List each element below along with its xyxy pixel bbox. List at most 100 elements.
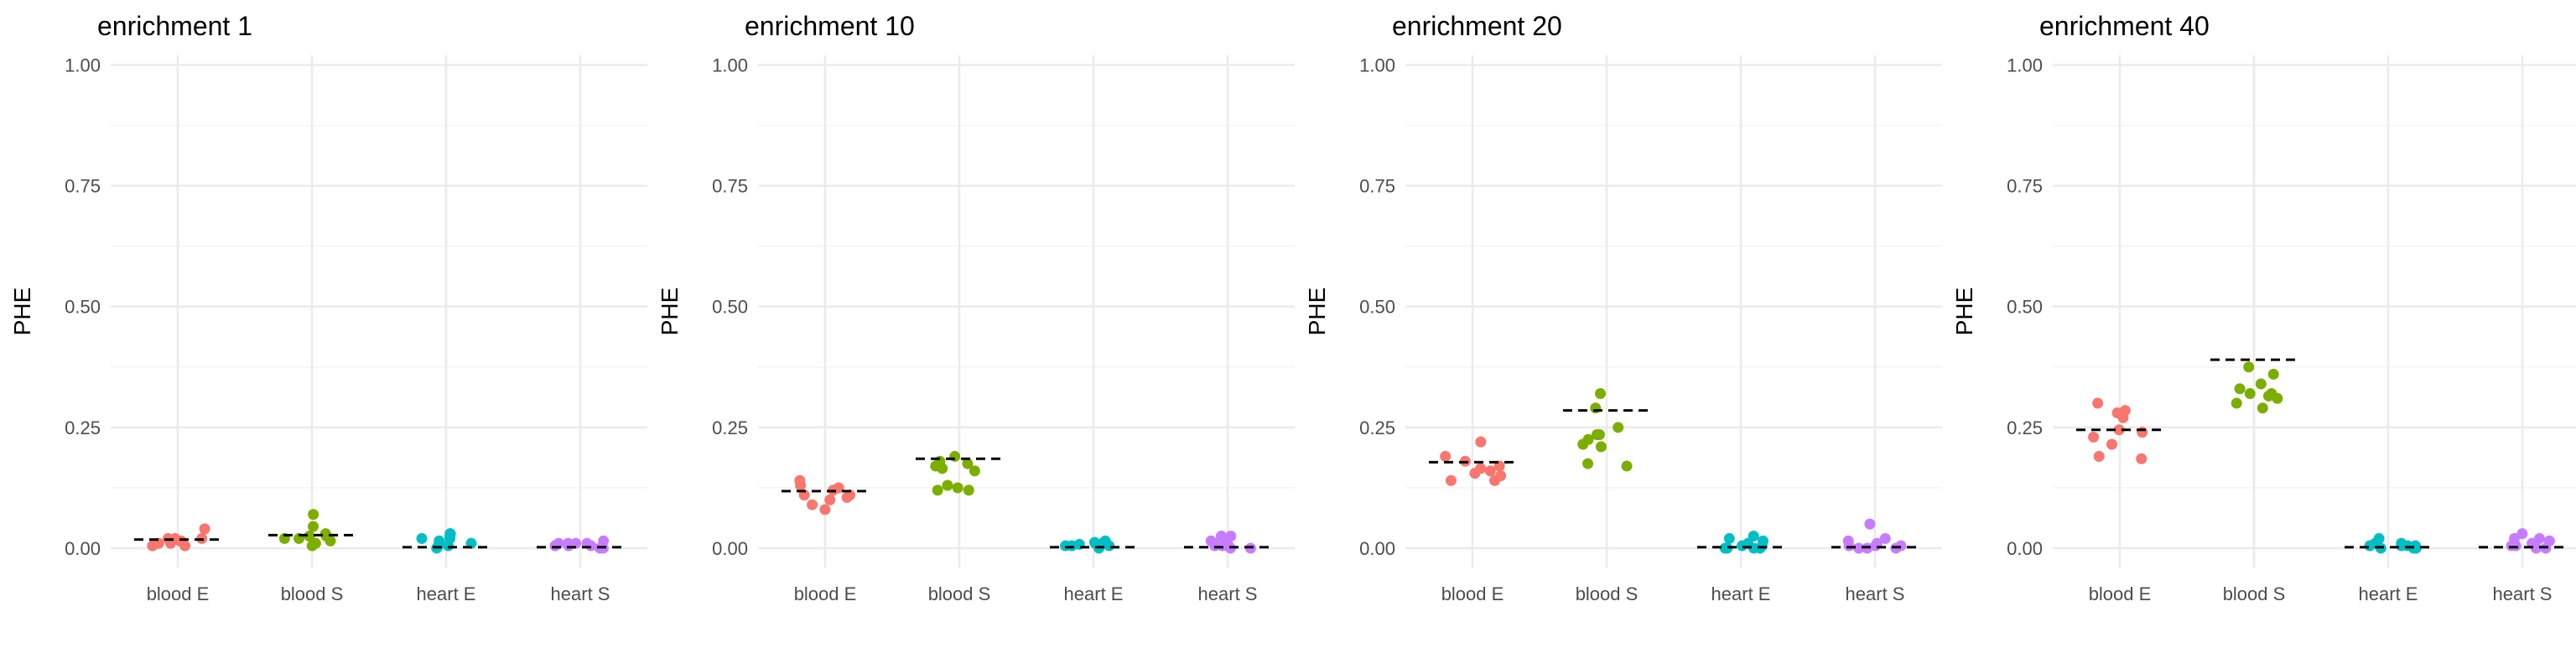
y-axis-title: PHE xyxy=(9,288,35,336)
data-point-blood-s xyxy=(1621,460,1633,472)
data-point-blood-s xyxy=(963,485,974,496)
data-point-blood-e xyxy=(1469,468,1481,480)
x-tick-label: blood S xyxy=(1576,583,1639,604)
data-point-blood-s xyxy=(2234,383,2246,395)
data-point-blood-s xyxy=(304,531,315,542)
data-point-blood-s xyxy=(307,521,319,532)
data-point-heart-s xyxy=(1225,531,1237,542)
x-tick-label: heart S xyxy=(1846,583,1905,604)
y-tick-label: 0.00 xyxy=(2007,538,2043,559)
data-point-blood-e xyxy=(1489,474,1501,486)
data-point-blood-e xyxy=(1440,450,1452,462)
y-axis-title: PHE xyxy=(657,288,683,336)
y-tick-label: 0.25 xyxy=(1359,417,1395,438)
x-tick-label: heart S xyxy=(1198,583,1258,604)
y-tick-label: 0.00 xyxy=(65,538,101,559)
y-tick-label: 0.50 xyxy=(2007,297,2043,318)
y-tick-label: 0.50 xyxy=(712,297,748,318)
data-point-heart-e xyxy=(434,535,445,547)
data-point-heart-s xyxy=(2516,528,2528,540)
data-point-heart-e xyxy=(1104,540,1115,552)
data-point-blood-e xyxy=(841,491,853,503)
x-tick-label: blood S xyxy=(281,583,344,604)
data-point-blood-s xyxy=(1593,428,1605,440)
data-point-blood-s xyxy=(2231,397,2242,409)
data-point-heart-e xyxy=(1748,542,1760,554)
y-axis-title: PHE xyxy=(1304,288,1330,336)
data-point-blood-e xyxy=(819,504,831,516)
data-point-heart-s xyxy=(585,540,597,552)
data-point-blood-s xyxy=(1595,441,1607,453)
data-point-blood-e xyxy=(2137,427,2148,438)
x-tick-label: blood E xyxy=(794,583,857,604)
data-point-blood-e xyxy=(174,535,186,547)
data-point-blood-e xyxy=(2106,438,2118,450)
panel-title: enrichment 1 xyxy=(97,11,252,41)
data-point-heart-s xyxy=(1853,542,1865,554)
data-point-heart-e xyxy=(1719,542,1731,554)
x-tick-label: blood E xyxy=(2089,583,2152,604)
data-point-heart-e xyxy=(1723,532,1735,544)
data-point-blood-s xyxy=(308,509,319,521)
data-point-blood-e xyxy=(2117,412,2129,423)
y-tick-label: 0.50 xyxy=(1359,297,1395,318)
data-point-blood-s xyxy=(1595,387,1607,399)
y-tick-label: 1.00 xyxy=(712,55,748,76)
y-tick-label: 0.25 xyxy=(2007,417,2043,438)
data-point-blood-s xyxy=(1590,402,1602,414)
y-tick-label: 0.25 xyxy=(712,417,748,438)
x-tick-label: heart E xyxy=(1711,583,1771,604)
data-point-blood-e xyxy=(824,494,836,505)
data-point-heart-e xyxy=(416,532,428,544)
y-tick-label: 0.75 xyxy=(65,176,101,197)
data-point-blood-e xyxy=(2092,397,2104,409)
data-point-heart-s xyxy=(1864,518,1876,530)
data-point-heart-e xyxy=(2364,540,2376,552)
data-point-blood-e xyxy=(1475,436,1487,448)
y-axis-title: PHE xyxy=(1951,288,1977,336)
data-point-blood-e xyxy=(2113,424,2125,436)
x-tick-label: blood E xyxy=(1441,583,1504,604)
x-tick-label: heart E xyxy=(417,583,476,604)
data-point-heart-s xyxy=(1870,540,1882,552)
data-point-blood-s xyxy=(1582,433,1594,445)
data-point-blood-e xyxy=(794,474,806,486)
data-point-blood-s xyxy=(962,458,974,469)
data-point-blood-s xyxy=(2244,387,2256,399)
data-point-heart-s xyxy=(1879,532,1891,544)
data-point-blood-s xyxy=(934,455,946,467)
y-tick-label: 0.50 xyxy=(65,297,101,318)
data-point-blood-s xyxy=(949,450,961,462)
x-tick-label: heart S xyxy=(551,583,610,604)
data-point-heart-s xyxy=(549,540,561,552)
data-point-heart-e xyxy=(444,528,456,540)
data-point-blood-s xyxy=(1582,458,1594,469)
y-tick-label: 0.00 xyxy=(712,538,748,559)
data-point-blood-s xyxy=(2255,378,2267,390)
panel-title: enrichment 40 xyxy=(2039,11,2210,41)
data-point-heart-e xyxy=(1748,531,1759,542)
x-tick-label: heart E xyxy=(2359,583,2418,604)
y-tick-label: 1.00 xyxy=(1359,55,1395,76)
x-tick-label: blood S xyxy=(928,583,991,604)
y-tick-label: 0.75 xyxy=(1359,176,1395,197)
data-point-blood-s xyxy=(2267,368,2279,380)
y-tick-label: 0.75 xyxy=(712,176,748,197)
data-point-blood-e xyxy=(1484,465,1496,477)
data-point-blood-e xyxy=(807,499,818,511)
x-tick-label: heart E xyxy=(1064,583,1124,604)
data-point-blood-s xyxy=(306,540,318,552)
data-point-heart-s xyxy=(2509,532,2521,544)
panel-title: enrichment 20 xyxy=(1392,11,1562,41)
data-point-heart-e xyxy=(1736,540,1748,552)
x-tick-label: heart S xyxy=(2493,583,2553,604)
data-point-blood-s xyxy=(2263,390,2275,402)
y-tick-label: 0.25 xyxy=(65,417,101,438)
data-point-heart-s xyxy=(1217,540,1228,552)
x-tick-label: blood S xyxy=(2223,583,2286,604)
data-point-blood-e xyxy=(1445,474,1457,486)
data-point-blood-e xyxy=(2088,431,2100,443)
y-tick-label: 1.00 xyxy=(2007,55,2043,76)
